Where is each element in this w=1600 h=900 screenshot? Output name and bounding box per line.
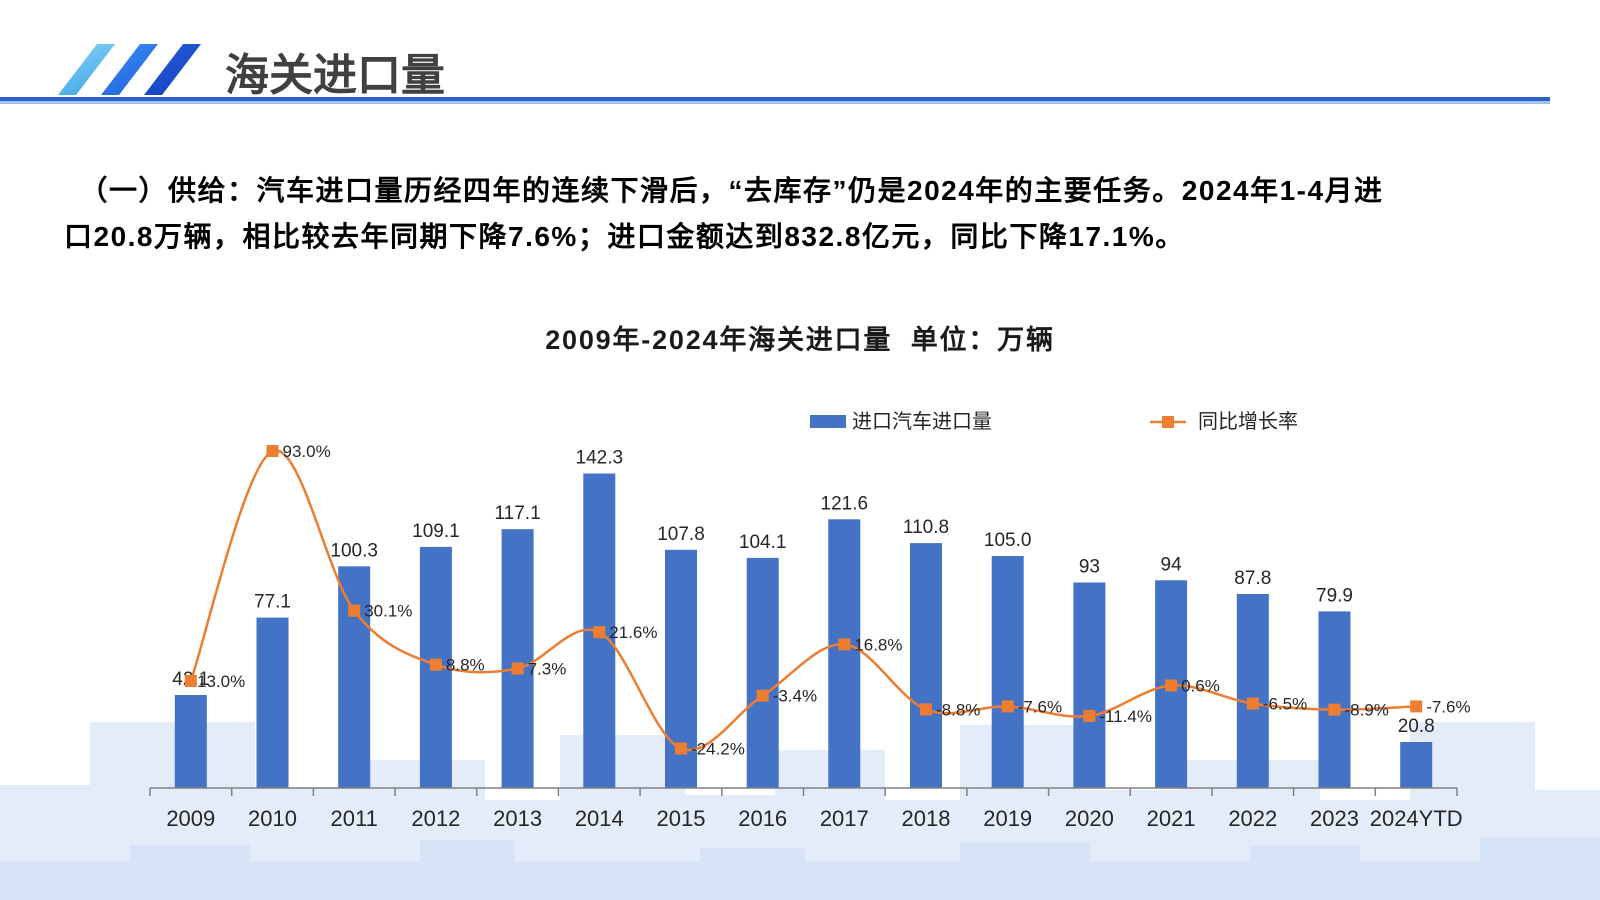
svg-text:进口汽车进口量: 进口汽车进口量 bbox=[852, 410, 992, 433]
svg-text:2011: 2011 bbox=[331, 806, 378, 831]
svg-text:110.8: 110.8 bbox=[903, 517, 949, 538]
svg-text:121.6: 121.6 bbox=[821, 493, 869, 514]
svg-text:-7.6%: -7.6% bbox=[1018, 697, 1062, 716]
svg-text:2021: 2021 bbox=[1147, 806, 1196, 831]
svg-text:16.8%: 16.8% bbox=[854, 635, 902, 654]
svg-text:2016: 2016 bbox=[738, 806, 787, 831]
svg-text:2019: 2019 bbox=[983, 806, 1032, 831]
svg-text:2017: 2017 bbox=[820, 806, 869, 831]
svg-text:2013: 2013 bbox=[493, 806, 542, 831]
svg-text:-6.5%: -6.5% bbox=[1263, 695, 1307, 714]
svg-text:142.3: 142.3 bbox=[576, 448, 624, 469]
svg-text:109.1: 109.1 bbox=[412, 521, 460, 542]
svg-text:107.8: 107.8 bbox=[657, 524, 705, 545]
svg-text:87.8: 87.8 bbox=[1234, 568, 1271, 589]
svg-text:7.3%: 7.3% bbox=[528, 660, 567, 679]
svg-text:2020: 2020 bbox=[1065, 806, 1114, 831]
svg-text:-11.4%: -11.4% bbox=[1099, 707, 1152, 726]
svg-text:117.1: 117.1 bbox=[495, 503, 541, 524]
svg-text:0.6%: 0.6% bbox=[1181, 677, 1220, 696]
svg-text:同比增长率: 同比增长率 bbox=[1198, 410, 1298, 433]
svg-text:77.1: 77.1 bbox=[254, 592, 291, 613]
svg-text:2023: 2023 bbox=[1310, 806, 1359, 831]
svg-text:8.8%: 8.8% bbox=[446, 656, 485, 675]
svg-text:93: 93 bbox=[1079, 557, 1100, 578]
svg-text:-8.9%: -8.9% bbox=[1345, 701, 1389, 720]
svg-text:100.3: 100.3 bbox=[330, 540, 378, 561]
svg-text:2012: 2012 bbox=[411, 806, 460, 831]
svg-text:79.9: 79.9 bbox=[1316, 585, 1353, 606]
svg-text:-8.8%: -8.8% bbox=[936, 700, 980, 719]
svg-text:-7.6%: -7.6% bbox=[1426, 697, 1470, 716]
svg-text:2015: 2015 bbox=[657, 806, 706, 831]
svg-text:2024YTD: 2024YTD bbox=[1370, 806, 1463, 831]
svg-text:-3.4%: -3.4% bbox=[773, 687, 817, 706]
svg-text:105.0: 105.0 bbox=[984, 530, 1032, 551]
svg-text:2018: 2018 bbox=[902, 806, 951, 831]
svg-text:20.8: 20.8 bbox=[1398, 716, 1435, 737]
svg-text:2022: 2022 bbox=[1228, 806, 1277, 831]
svg-text:104.1: 104.1 bbox=[739, 532, 787, 553]
svg-text:13.0%: 13.0% bbox=[197, 672, 245, 691]
svg-text:2014: 2014 bbox=[575, 806, 624, 831]
svg-text:94: 94 bbox=[1161, 554, 1183, 575]
svg-text:21.6%: 21.6% bbox=[609, 623, 657, 642]
svg-text:2010: 2010 bbox=[248, 806, 297, 831]
svg-text:2009: 2009 bbox=[166, 806, 215, 831]
svg-text:-24.2%: -24.2% bbox=[691, 740, 745, 759]
svg-text:30.1%: 30.1% bbox=[364, 602, 412, 621]
svg-text:93.0%: 93.0% bbox=[283, 442, 331, 461]
